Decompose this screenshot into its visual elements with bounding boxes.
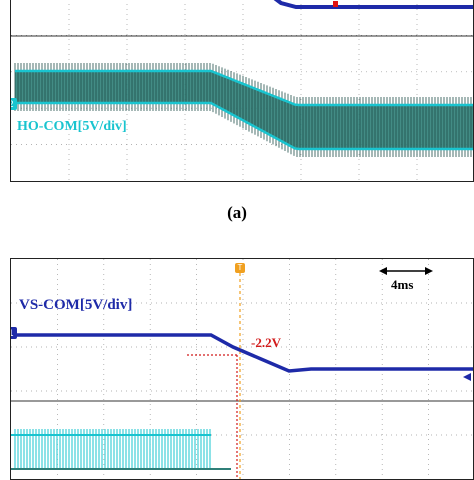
ho-lower-edge (15, 101, 473, 151)
waveform-a-canvas (11, 0, 473, 181)
trigger-marker: T (235, 263, 245, 273)
ho-band (15, 71, 473, 149)
arrow-left-head (379, 267, 387, 275)
voltage-annotation: -2.2V (251, 335, 281, 350)
channel-2-marker: 2 (11, 98, 17, 110)
time-scale-label: 4ms (391, 277, 414, 292)
scope-panel-a: 2 HO-COM[5V/div] (10, 0, 474, 182)
vs-trace-a (273, 0, 473, 9)
vs-com-label: VS-COM[5V/div] (19, 297, 133, 313)
ho-com-label: HO-COM[5V/div] (17, 119, 127, 134)
channel-1-marker: 1 (11, 327, 17, 339)
red-marker (333, 1, 338, 7)
waveform-b-canvas (11, 259, 473, 479)
ho-upper-edge (15, 69, 473, 107)
channel-1-right-marker (463, 373, 471, 381)
vs-trace-b (11, 333, 473, 373)
arrow-right-head (425, 267, 433, 275)
scope-panel-b: T 1 VS-COM[5V/div] -2.2V 4ms (10, 258, 474, 480)
caption-a: (a) (227, 203, 247, 222)
